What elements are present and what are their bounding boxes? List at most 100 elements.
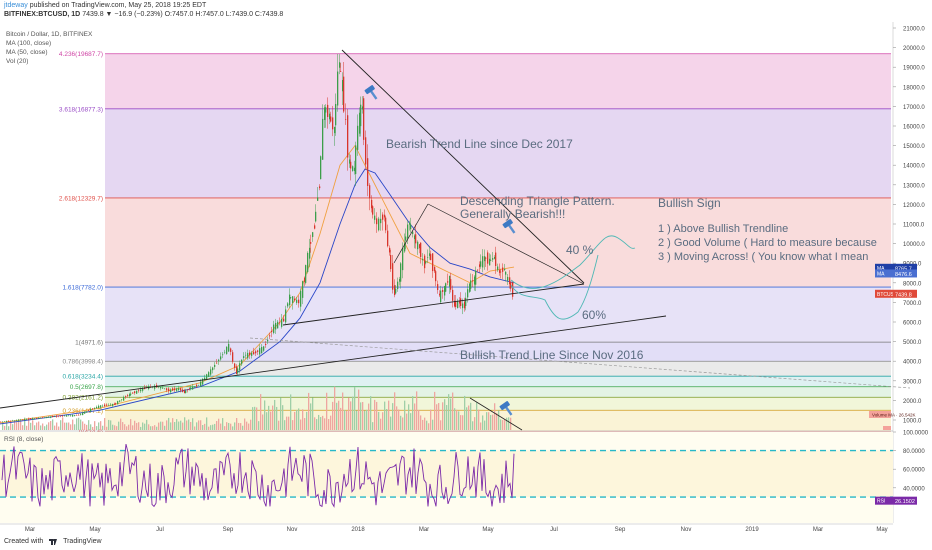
volume-bar [362, 401, 364, 430]
candle-body [40, 417, 42, 419]
candle-body [507, 276, 509, 281]
candle-body [372, 206, 374, 215]
candle-body [142, 388, 144, 391]
volume-bar [310, 403, 312, 430]
candle-body [455, 301, 457, 308]
candle-body [380, 218, 382, 224]
candle-body [371, 199, 373, 209]
volume-bar [354, 387, 356, 430]
volume-bar [380, 418, 382, 430]
volume-bar [378, 411, 380, 430]
volume-bar [228, 422, 230, 430]
publisher-name[interactable]: jtdeway [4, 2, 28, 9]
volume-bar [50, 420, 52, 430]
candle-body [497, 266, 499, 271]
candle-body [452, 289, 454, 301]
candle-body [460, 298, 462, 306]
y-tick-label: 17000.0 [903, 105, 925, 111]
volume-bar [90, 424, 92, 430]
candle-body [182, 389, 184, 393]
volume-bar [172, 418, 174, 430]
volume-bar [308, 392, 310, 430]
candle-body [115, 403, 117, 404]
candle-body [417, 241, 419, 250]
candle-body [232, 352, 234, 362]
x-tick-label: Mar [25, 527, 35, 533]
bullish-trend-line [0, 315, 667, 409]
x-tick-label: May [89, 527, 100, 533]
rsi-tag-label-bg [875, 496, 893, 505]
candle-body [472, 280, 474, 282]
candle-body [324, 107, 326, 121]
volume-bar [304, 418, 306, 430]
volume-bar [242, 425, 244, 430]
candle-body [310, 242, 312, 244]
volume-bar [78, 417, 80, 430]
candle-body [315, 211, 317, 222]
candle-body [492, 258, 494, 260]
rsi-line [1, 443, 515, 508]
candle-body [174, 388, 176, 391]
volume-bar [8, 426, 10, 430]
volume-bar [192, 418, 194, 430]
volume-bar [56, 422, 58, 430]
legend-ma100[interactable]: MA (100, close) [6, 40, 52, 47]
legend-volume[interactable]: Vol (20) [6, 58, 29, 65]
fib-level-label: 0.236(1497.2) [63, 408, 103, 415]
volume-bar [152, 426, 154, 430]
volume-bar [248, 423, 250, 430]
volume-bar [450, 398, 452, 430]
hammer-head [502, 219, 513, 229]
volume-bar [390, 416, 392, 430]
candle-body [495, 252, 497, 266]
candle-body [304, 277, 306, 282]
volume-bar [122, 422, 124, 430]
candle-body [347, 115, 349, 158]
candle-body [70, 415, 72, 417]
candle-body [24, 419, 26, 421]
volume-bar [294, 411, 296, 430]
legend-symbol[interactable]: Bitcoin / Dollar, 1D, BITFINEX [6, 31, 93, 38]
candle-body [494, 256, 496, 259]
volume-bar [100, 421, 102, 430]
volume-bar [98, 422, 100, 430]
footer: Created with TradingView [4, 537, 102, 545]
candle-body [499, 270, 501, 273]
hammer-head [499, 401, 510, 411]
y-tick-label: 1000.0 [903, 419, 922, 425]
chart-legend: Bitcoin / Dollar, 1D, BITFINEX MA (100, … [6, 30, 92, 66]
volume-bar [476, 402, 478, 430]
candle-body [424, 255, 426, 269]
candle-body [337, 71, 339, 106]
volume-bar [20, 421, 22, 430]
candle-body [292, 296, 294, 303]
legend-ma50[interactable]: MA (50, close) [6, 49, 48, 56]
fib-level-label: 2.618(12329.7) [59, 195, 103, 202]
candle-body [180, 388, 182, 391]
candle-body [98, 405, 100, 409]
fib-level-label: 0.382(2161.2) [63, 395, 103, 402]
volume-bar [262, 414, 264, 430]
candle-body [34, 418, 36, 420]
volume-bar [470, 402, 472, 430]
candle-body [305, 265, 307, 283]
volume-bar [464, 395, 466, 430]
volume-bar [94, 421, 96, 430]
volume-bar [382, 412, 384, 430]
candle-body [277, 321, 279, 329]
tradingview-brand[interactable]: TradingView [63, 537, 102, 545]
candle-body [479, 264, 481, 267]
candle-body [289, 294, 291, 306]
candle-body [42, 417, 44, 418]
candle-body [271, 330, 273, 333]
price-tag-value: 7439.8 [895, 292, 912, 298]
publish-info: jtdeway published on TradingView.com, Ma… [4, 2, 206, 9]
fib-level-label: 0.786(3998.4) [63, 359, 103, 366]
fib-zone [105, 397, 891, 411]
volume-bar [344, 410, 346, 430]
volume-bar [330, 415, 332, 430]
candle-body [502, 267, 504, 272]
candle-body [459, 301, 461, 304]
candle-body [365, 137, 367, 165]
